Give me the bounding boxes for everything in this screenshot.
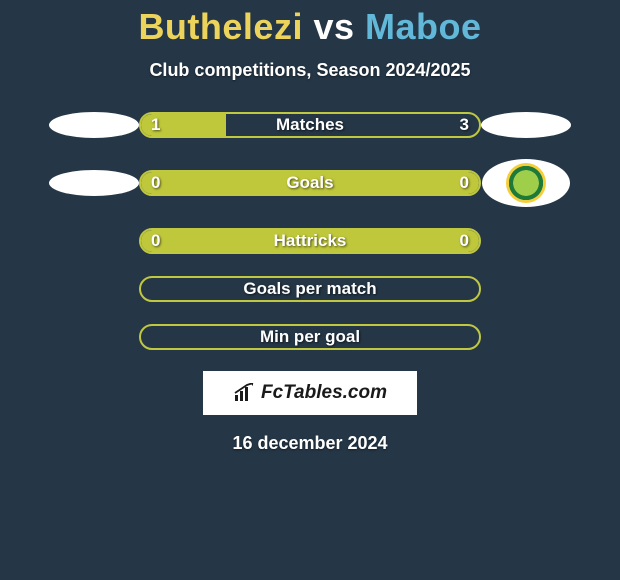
stat-label: Goals per match bbox=[141, 279, 479, 299]
stat-value-left: 0 bbox=[151, 231, 160, 251]
stat-bar: Goals0 0 bbox=[139, 170, 481, 196]
subtitle: Club competitions, Season 2024/2025 bbox=[0, 60, 620, 81]
stat-value-left: 0 bbox=[151, 173, 160, 193]
vs-text: vs bbox=[313, 6, 354, 47]
logo-cell-left bbox=[49, 170, 139, 196]
stat-row: Goals0 0 bbox=[0, 159, 620, 207]
chart-icon bbox=[233, 383, 255, 403]
stat-bar: Matches1 3 bbox=[139, 112, 481, 138]
stat-row: Min per goal bbox=[0, 323, 620, 351]
stat-row: Goals per match bbox=[0, 275, 620, 303]
brand-text: FcTables.com bbox=[261, 382, 387, 404]
stat-label: Goals bbox=[141, 173, 479, 193]
stat-bar: Goals per match bbox=[139, 276, 481, 302]
player2-name: Maboe bbox=[365, 6, 482, 47]
club-logo-right bbox=[481, 112, 571, 138]
date-text: 16 december 2024 bbox=[0, 433, 620, 454]
stat-value-right: 0 bbox=[460, 173, 469, 193]
stat-label: Hattricks bbox=[141, 231, 479, 251]
player1-name: Buthelezi bbox=[138, 6, 303, 47]
club-logo-left bbox=[49, 170, 139, 196]
stats-container: Matches13Goals00Hattricks00Goals per mat… bbox=[0, 111, 620, 351]
stat-label: Matches bbox=[141, 115, 479, 135]
stat-bar: Hattricks0 0 bbox=[139, 228, 481, 254]
stat-row: Matches1 3 bbox=[0, 111, 620, 139]
stat-value-left: 1 bbox=[151, 115, 160, 135]
logo-cell-left bbox=[49, 112, 139, 138]
comparison-title: Buthelezi vs Maboe bbox=[0, 0, 620, 48]
brand-box: FcTables.com bbox=[203, 371, 417, 415]
stat-bar: Min per goal bbox=[139, 324, 481, 350]
stat-value-right: 3 bbox=[460, 115, 469, 135]
club-logo-right bbox=[482, 159, 570, 207]
logo-cell-right bbox=[481, 112, 571, 138]
stat-label: Min per goal bbox=[141, 327, 479, 347]
club-logo-left bbox=[49, 112, 139, 138]
logo-cell-right bbox=[481, 159, 571, 207]
stat-row: Hattricks0 0 bbox=[0, 227, 620, 255]
stat-value-right: 0 bbox=[460, 231, 469, 251]
